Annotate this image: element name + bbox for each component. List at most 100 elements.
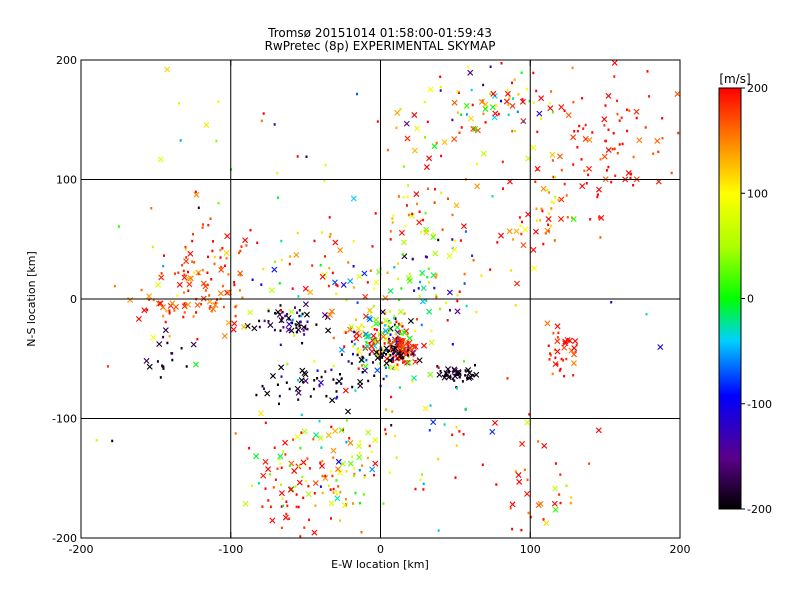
data-point-cross <box>365 429 372 436</box>
data-point-cross <box>231 320 238 327</box>
data-point-cross <box>325 327 332 334</box>
data-point-cross <box>428 339 435 346</box>
data-point-dot <box>506 377 509 380</box>
data-point-cross <box>348 324 355 331</box>
data-point-dot <box>330 368 333 372</box>
data-point-dot <box>280 239 283 243</box>
data-point-dot <box>610 301 613 304</box>
data-point-dot <box>539 219 542 222</box>
y-tick-label: 0 <box>70 293 77 306</box>
data-point-dot <box>191 260 194 263</box>
data-point-cross <box>633 108 640 115</box>
data-point-dot <box>162 314 165 318</box>
data-point-dot <box>382 354 385 357</box>
data-point-cross <box>312 480 319 487</box>
data-point-dot <box>276 171 279 175</box>
data-point-dot <box>353 330 356 334</box>
data-point-dot <box>245 244 248 247</box>
data-point-cross <box>544 320 551 327</box>
data-point-dot <box>557 331 560 335</box>
data-point-dot <box>400 332 403 336</box>
data-point-dot <box>274 478 277 481</box>
data-point-dot <box>547 229 550 233</box>
data-point-dot <box>274 311 277 315</box>
data-point-dot <box>285 500 288 503</box>
data-point-cross <box>282 514 289 521</box>
data-point-cross <box>247 309 254 316</box>
data-point-dot <box>572 100 575 104</box>
data-point-dot <box>397 322 400 326</box>
data-point-dot <box>335 479 338 482</box>
colorbar-tick-label: -100 <box>747 398 772 411</box>
data-point-dot <box>388 359 391 362</box>
data-point-dot <box>372 305 375 308</box>
data-point-dot <box>407 345 410 349</box>
data-point-dot <box>413 289 416 292</box>
data-point-dot <box>222 305 225 309</box>
data-point-dot <box>404 341 407 344</box>
data-point-cross <box>329 397 336 404</box>
data-point-cross <box>295 326 302 333</box>
data-point-dot <box>574 350 577 354</box>
data-point-cross <box>217 290 224 297</box>
data-point-cross <box>156 341 163 348</box>
data-point-dot <box>513 78 516 81</box>
data-point-cross <box>355 443 362 450</box>
data-point-dot <box>390 359 393 362</box>
data-point-dot <box>373 340 376 343</box>
data-point-dot <box>215 139 218 143</box>
data-point-dot <box>327 284 330 288</box>
data-point-dot <box>423 100 426 104</box>
data-point-dot <box>535 219 538 222</box>
data-point-cross <box>472 125 479 132</box>
data-point-dot <box>388 339 391 342</box>
data-point-dot <box>406 195 409 199</box>
data-point-dot <box>571 66 574 70</box>
data-point-dot <box>202 223 204 226</box>
data-point-dot <box>313 360 316 363</box>
data-point-dot <box>630 172 633 176</box>
data-point-dot <box>589 218 592 221</box>
data-point-dot <box>301 341 304 345</box>
data-point-dot <box>604 104 607 107</box>
data-point-dot <box>352 265 355 268</box>
data-point-dot <box>376 354 379 358</box>
data-point-cross <box>532 228 539 235</box>
data-point-dot <box>529 515 532 519</box>
data-point-dot <box>368 353 371 356</box>
data-point-dot <box>208 294 211 297</box>
data-point-cross <box>552 485 559 492</box>
data-point-dot <box>440 154 443 158</box>
data-point-cross <box>473 371 480 378</box>
data-point-dot <box>389 347 392 350</box>
data-point-dot <box>331 271 334 275</box>
data-point-dot <box>225 257 228 260</box>
data-point-dot <box>550 207 553 210</box>
data-point-dot <box>381 356 384 359</box>
data-point-dot <box>482 112 485 116</box>
data-point-dot <box>171 358 174 362</box>
data-point-dot <box>288 517 291 520</box>
data-point-dot <box>373 374 376 377</box>
data-point-cross <box>293 251 300 258</box>
data-point-dot <box>648 95 651 98</box>
data-point-dot <box>547 212 550 215</box>
data-point-dot <box>352 474 355 478</box>
data-point-dot <box>303 333 306 336</box>
data-point-dot <box>311 264 314 267</box>
data-point-dot <box>281 497 284 500</box>
data-point-dot <box>440 191 443 195</box>
data-point-dot <box>403 360 406 364</box>
data-point-dot <box>370 325 373 329</box>
data-point-dot <box>464 230 467 233</box>
data-point-cross <box>403 120 410 127</box>
data-point-cross <box>275 309 282 316</box>
data-point-cross <box>509 501 516 508</box>
data-point-dot <box>298 309 301 312</box>
data-point-dot <box>285 381 288 384</box>
data-point-cross <box>570 360 577 367</box>
data-point-dot <box>495 483 498 486</box>
data-point-cross <box>522 226 529 233</box>
data-point-dot <box>565 194 568 197</box>
